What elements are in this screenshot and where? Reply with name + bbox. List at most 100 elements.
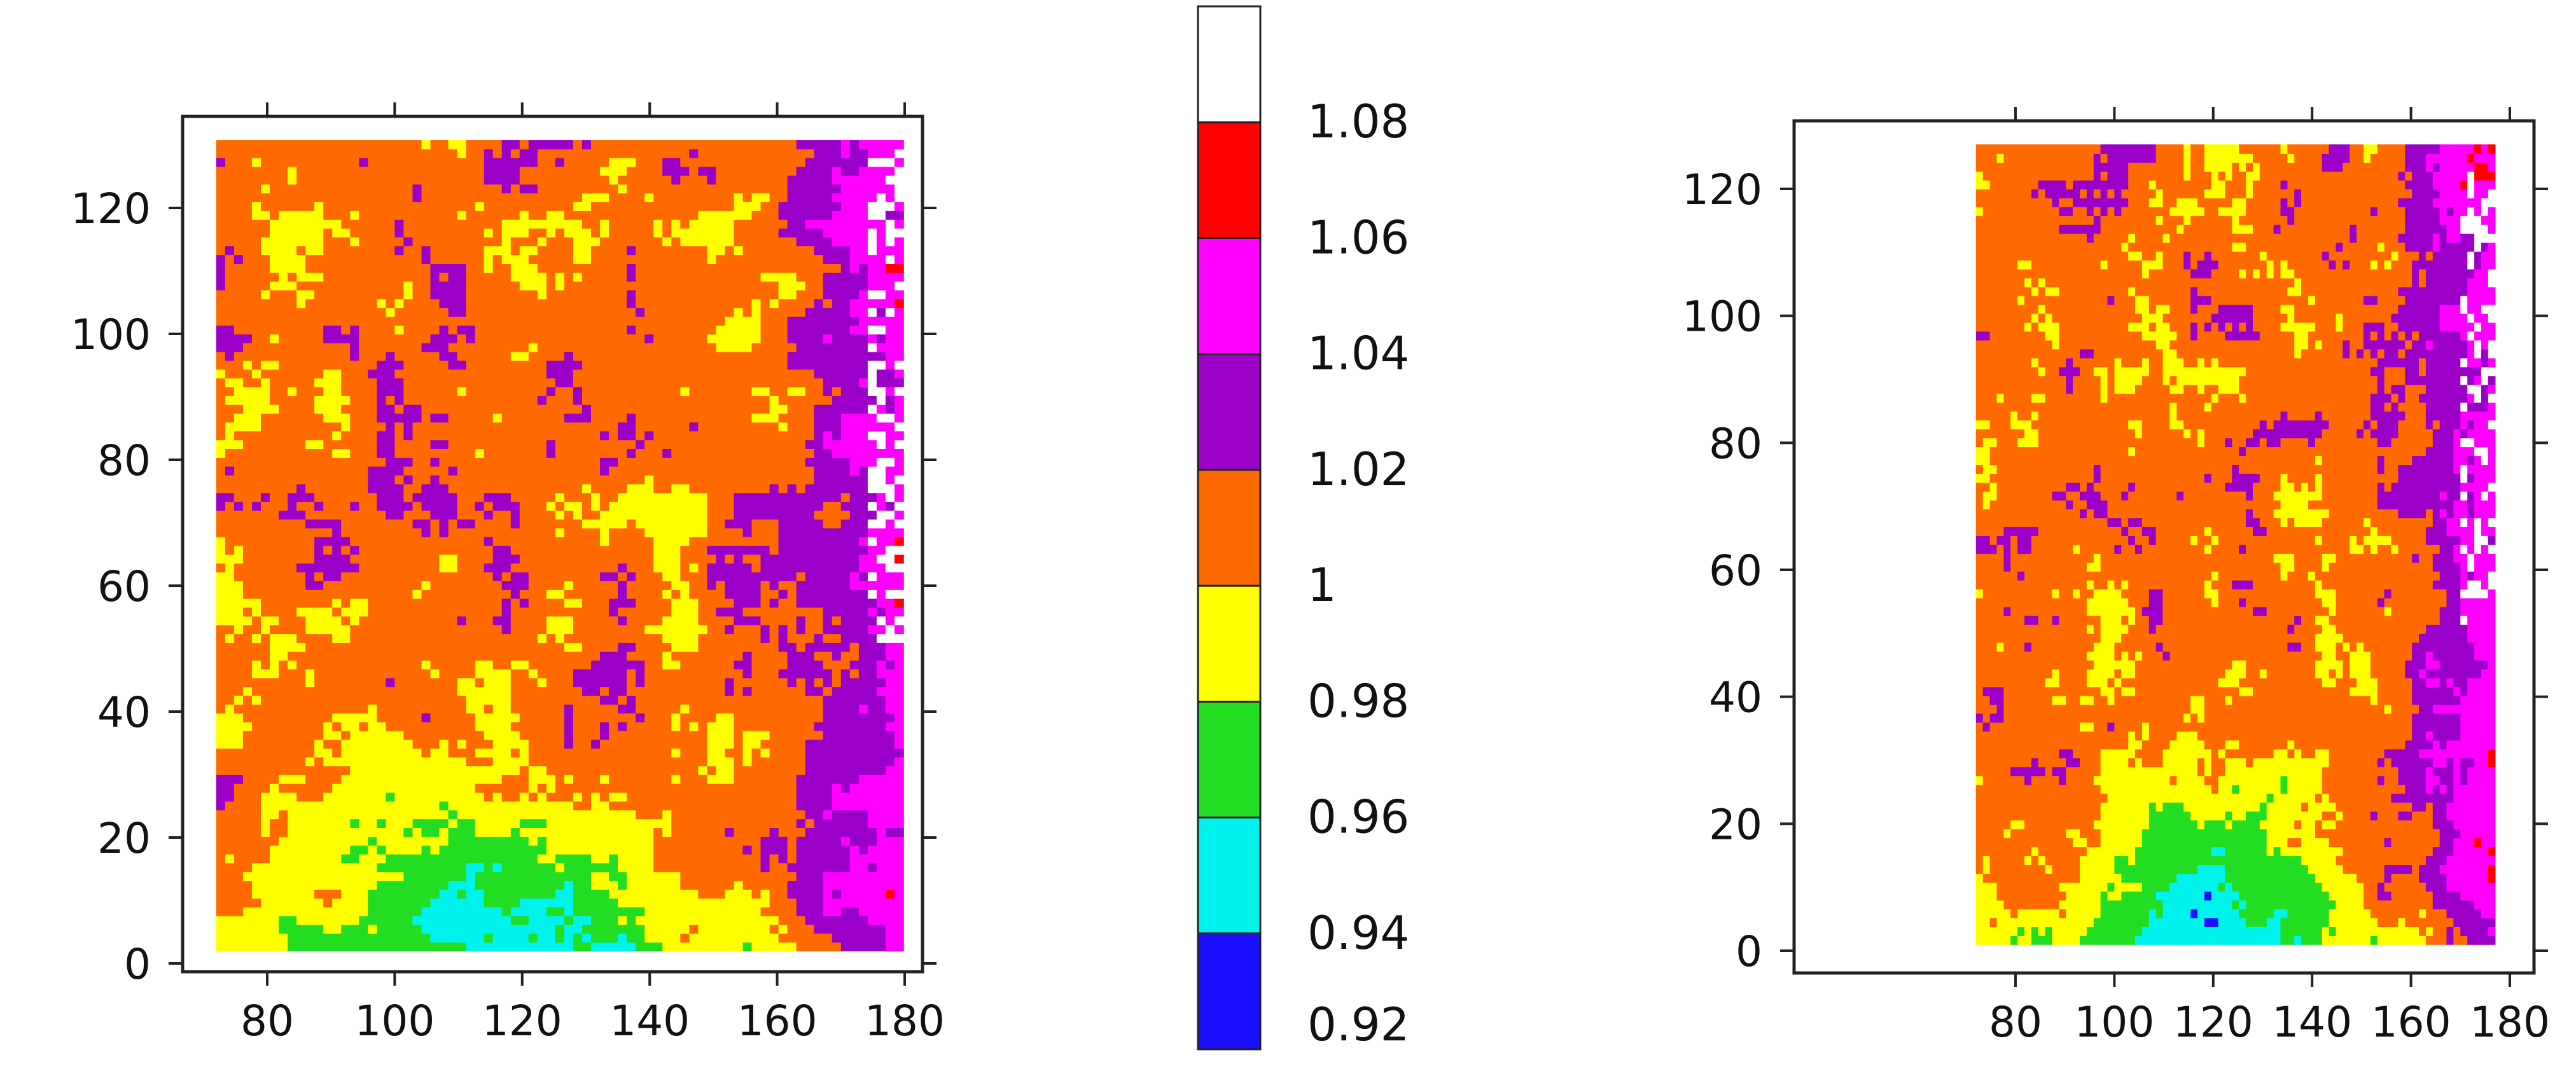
heatmap-cell (573, 659, 583, 670)
heatmap-cell (814, 554, 824, 564)
heatmap-cell (600, 686, 609, 696)
heatmap-cell (698, 739, 708, 749)
heatmap-cell (279, 818, 288, 828)
heatmap-cell (537, 695, 547, 705)
heatmap-cell (600, 695, 609, 705)
heatmap-cell (225, 766, 235, 775)
heatmap-cell (457, 845, 467, 855)
heatmap-cell (840, 563, 851, 573)
heatmap-cell (510, 845, 520, 855)
heatmap-cell (448, 783, 458, 793)
heatmap-cell (627, 818, 636, 828)
heatmap-cell (233, 818, 244, 828)
heatmap-cell (555, 651, 565, 661)
heatmap-cell (492, 695, 503, 705)
heatmap-cell (895, 942, 904, 951)
heatmap-cell (671, 810, 681, 820)
heatmap-cell (519, 668, 529, 679)
heatmap-cell (805, 545, 815, 555)
heatmap-cell (849, 915, 860, 925)
heatmap-cell (716, 431, 726, 441)
heatmap-cell (288, 757, 297, 766)
heatmap-cell (350, 396, 360, 405)
heatmap-cell (555, 836, 565, 846)
heatmap-cell (537, 730, 547, 740)
heatmap-cell (840, 581, 851, 590)
heatmap-cell (484, 704, 494, 714)
heatmap-cell (636, 801, 645, 811)
heatmap-cell (270, 739, 279, 749)
heatmap-cell (403, 827, 414, 837)
heatmap-cell (849, 404, 860, 414)
heatmap-cell (796, 853, 806, 864)
heatmap-cell (457, 924, 467, 934)
heatmap-cell (492, 818, 503, 828)
heatmap-cell (368, 801, 378, 811)
heatmap-cell (573, 474, 583, 485)
heatmap-cell (609, 704, 618, 714)
heatmap-cell (787, 871, 797, 881)
heatmap-cell (734, 933, 744, 943)
heatmap-cell (671, 501, 681, 511)
heatmap-cell (537, 677, 547, 687)
heatmap-cell (492, 853, 503, 864)
heatmap-cell (734, 439, 744, 449)
heatmap-cell (591, 668, 601, 679)
heatmap-cell (252, 845, 261, 855)
heatmap-cell (537, 624, 547, 635)
heatmap-cell (778, 836, 788, 846)
heatmap-cell (216, 422, 226, 432)
heatmap-cell (769, 757, 779, 766)
heatmap-cell (341, 721, 351, 731)
heatmap-cell (858, 466, 868, 476)
heatmap-cell (573, 589, 583, 599)
heatmap-cell (225, 721, 235, 731)
heatmap-cell (439, 889, 449, 899)
heatmap-cell (662, 483, 672, 493)
heatmap-cell (707, 519, 717, 528)
heatmap-cell (858, 668, 868, 679)
heatmap-cell (519, 898, 529, 907)
heatmap-cell (341, 589, 351, 599)
heatmap-cell (778, 404, 788, 414)
heatmap-cell (225, 527, 235, 537)
heatmap-cell (368, 757, 378, 766)
heatmap-cell (394, 581, 405, 590)
heatmap-cell (769, 554, 779, 564)
heatmap-cell (394, 801, 405, 811)
heatmap-cell (778, 572, 788, 581)
heatmap-cell (591, 607, 601, 617)
heatmap-cell (627, 871, 636, 881)
heatmap-cell (760, 474, 770, 485)
heatmap-cell (305, 775, 315, 784)
heatmap-cell (609, 413, 618, 423)
heatmap-cell (555, 695, 565, 705)
heatmap-cell (858, 924, 868, 934)
heatmap-cell (394, 739, 405, 749)
heatmap-cell (653, 598, 663, 608)
heatmap-cell (600, 739, 609, 749)
heatmap-cell (332, 607, 342, 617)
heatmap-cell (296, 775, 306, 784)
heatmap-cell (484, 554, 494, 564)
heatmap-cell (323, 598, 333, 608)
heatmap-cell (412, 413, 422, 423)
heatmap-cell (439, 775, 449, 784)
heatmap-cell (644, 439, 654, 449)
heatmap-cell (288, 492, 297, 502)
heatmap-cell (662, 466, 672, 476)
heatmap-cell (867, 572, 877, 581)
heatmap-cell (279, 554, 288, 564)
heatmap-cell (528, 589, 538, 599)
heatmap-cell (591, 563, 601, 573)
heatmap-cell (359, 845, 369, 855)
heatmap-cell (564, 659, 574, 670)
heatmap-cell (332, 501, 342, 511)
heatmap-cell (492, 431, 503, 441)
heatmap-cell (484, 818, 494, 828)
heatmap-cell (510, 818, 520, 828)
heatmap-cell (430, 924, 440, 934)
heatmap-cell (377, 448, 387, 458)
heatmap-cell (707, 492, 717, 502)
heatmap-cell (261, 810, 270, 820)
